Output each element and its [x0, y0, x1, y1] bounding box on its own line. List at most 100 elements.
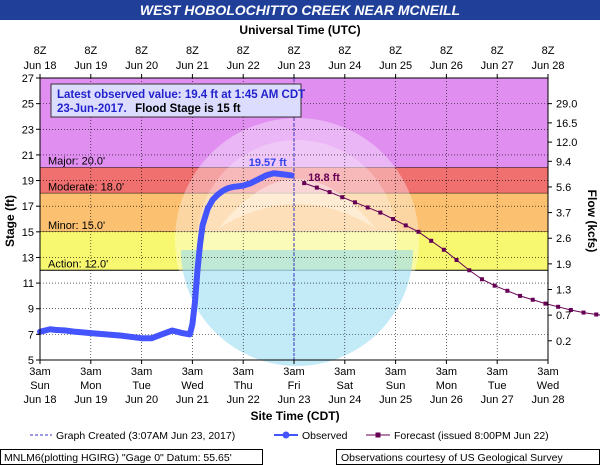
forecast-point [492, 283, 497, 288]
x-tick-time: 3am [537, 366, 558, 378]
forecast-point [340, 195, 345, 200]
observed-point [62, 328, 68, 334]
x-top-tick-date: Jun 19 [74, 60, 107, 72]
x-top-tick-time: 8Z [288, 45, 301, 57]
x-top-tick-time: 8Z [389, 45, 402, 57]
watermark-seal-water [181, 250, 413, 366]
flood-band-label-1: Moderate: 18.0' [48, 181, 124, 193]
x-top-tick-time: 8Z [491, 45, 504, 57]
x-tick-time: 3am [436, 366, 457, 378]
forecast-point [568, 308, 573, 313]
flood-band-label-0: Major: 20.0' [48, 156, 105, 168]
x-tick-time: 3am [283, 366, 304, 378]
y-tick-label: 5 [28, 355, 34, 367]
observed-point [220, 188, 226, 194]
x-top-tick-date: Jun 22 [227, 60, 260, 72]
forecast-point [416, 229, 421, 234]
flood-band-label-3: Action: 12.0' [48, 258, 108, 270]
x-tick-date: Jun 25 [379, 394, 412, 406]
observed-point [179, 330, 185, 336]
x-top-tick-time: 8Z [237, 45, 250, 57]
observed-point [187, 331, 193, 337]
y2-tick-label: 1.9 [556, 259, 571, 271]
observed-point [235, 183, 241, 189]
y-tick-label: 27 [22, 73, 34, 85]
x-top-tick-time: 8Z [542, 45, 555, 57]
forecast-point [454, 258, 459, 263]
y-tick-label: 21 [22, 150, 34, 162]
y2-axis-title: Flow (kcfs) [585, 190, 599, 253]
legend: Graph Created (3:07AM Jun 23, 2017) Obse… [30, 430, 549, 442]
forecast-point [352, 200, 357, 205]
y-tick-label: 17 [22, 201, 34, 213]
x-tick-date: Jun 19 [74, 394, 107, 406]
flood-stage-note: Flood Stage is 15 ft [135, 103, 241, 115]
y-tick-label: 9 [28, 304, 34, 316]
y2-tick-label: 1.3 [556, 285, 571, 297]
forecast-point [314, 185, 319, 190]
y2-tick-label: 2.6 [556, 233, 571, 245]
observed-point [149, 335, 155, 341]
observed-point [288, 172, 294, 178]
x-top-tick-time: 8Z [135, 45, 148, 57]
x-tick-date: Jun 21 [176, 394, 209, 406]
y2-tick-label: 9.4 [556, 156, 571, 168]
flood-bands [40, 78, 548, 271]
x-tick-time: 3am [486, 366, 507, 378]
forecast-point [594, 312, 599, 317]
x-tick-date: Jun 18 [23, 394, 56, 406]
observed-point [189, 321, 195, 327]
x-tick-time: 3am [80, 366, 101, 378]
observed-point [194, 267, 200, 273]
latest-value-box: Latest observed value: 19.4 ft at 1:45 A… [50, 83, 305, 118]
observed-point [73, 329, 79, 335]
forecast-point [530, 297, 535, 302]
forecast-point [429, 238, 434, 243]
latest-value-line1: Latest observed value: 19.4 ft at 1:45 A… [57, 89, 305, 101]
svg-text:23-Jun-2017. Flood Stage: 23-Jun-2017. Flood Stage is 15 ft [57, 99, 241, 116]
y2-tick-label: 0.2 [556, 336, 571, 348]
y-axis-title: Stage (ft) [3, 195, 17, 247]
x-top-tick-date: Jun 25 [379, 60, 412, 72]
footer-credit: Observations courtesy of US Geological S… [341, 452, 564, 464]
y-tick-label: 11 [23, 278, 34, 290]
chart-title: WEST HOBOLOCHITTO CREEK NEAR MCNEILL [140, 2, 460, 18]
footer: MNLM6(plotting HGIRG) "Gage 0" Datum: 55… [0, 449, 600, 465]
x-tick-time: 3am [182, 366, 203, 378]
x-tick-day: Sun [386, 380, 406, 392]
forecast-point [543, 301, 548, 306]
legend-forecast: Forecast (issued 8:00PM Jun 22) [394, 430, 549, 442]
y2-tick-label: 3.7 [556, 208, 571, 220]
observed-point [263, 172, 269, 178]
x-top-tick-date: Jun 21 [176, 60, 209, 72]
x-tick-date: Jun 28 [531, 394, 564, 406]
observed-point [225, 185, 231, 191]
x-tick-date: Jun 27 [481, 394, 514, 406]
y2-tick-label: 12.0 [556, 137, 577, 149]
latest-value-date: 23-Jun-2017. [57, 103, 127, 115]
legend-observed-marker [282, 431, 290, 439]
x-top-tick-date: Jun 27 [481, 60, 514, 72]
x-tick-time: 3am [232, 366, 253, 378]
y-tick-label: 13 [22, 252, 34, 264]
x-top-tick-time: 8Z [34, 45, 47, 57]
x-top-tick-time: 8Z [84, 45, 97, 57]
x-tick-time: 3am [29, 366, 50, 378]
observed-point [271, 170, 277, 176]
x-tick-day: Fri [288, 380, 301, 392]
observed-point [205, 206, 211, 212]
y2-tick-label: 5.6 [556, 182, 571, 194]
x-tick-day: Sun [30, 380, 50, 392]
forecast-point [403, 223, 408, 228]
forecast-point [302, 181, 307, 186]
observed-point [169, 328, 175, 334]
forecast-start-label: 18.8 ft [308, 172, 340, 184]
data-series: 19.57 ft 18.8 ft [37, 78, 600, 360]
chart-title-bar [0, 0, 600, 20]
bottom-axis-title: Site Time (CDT) [250, 409, 339, 423]
y2-tick-label: 0.7 [556, 310, 571, 322]
x-top-tick-date: Jun 24 [328, 60, 361, 72]
observed-point [139, 335, 145, 341]
observed-point [47, 326, 53, 332]
forecast-point [505, 288, 510, 293]
